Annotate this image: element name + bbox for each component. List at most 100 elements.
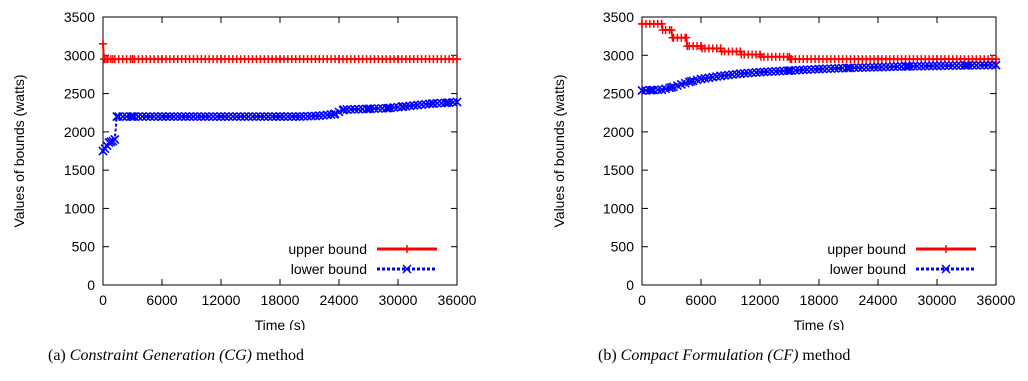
data-point [948,61,958,71]
data-point [444,98,454,108]
data-point [924,61,934,71]
data-point [920,61,930,71]
data-point [932,61,942,71]
data-point [126,112,136,122]
data-point [217,55,225,64]
data-point [873,62,883,72]
legend-label: lower bound [830,261,906,277]
data-point [649,85,659,95]
data-point [751,67,761,77]
y-tick-label: 3500 [603,9,634,25]
x-axis-label: Time (s) [255,317,306,330]
data-point [240,112,250,122]
data-point [743,68,753,78]
data-point [427,98,437,109]
y-axis-label: Values of bounds (watts) [551,74,567,227]
data-point [822,64,832,74]
data-point [373,103,383,114]
legend-marker [402,264,412,274]
data-point [192,112,202,122]
data-point [843,63,854,73]
data-point [668,33,677,42]
data-point [763,67,773,77]
series-upper-bound [99,39,461,64]
data-point [739,68,749,78]
series-line [642,22,996,61]
data-point [952,61,962,71]
data-point [363,104,374,114]
y-tick-label: 1000 [603,200,634,216]
data-point [350,104,360,114]
x-tick-label: 24000 [859,292,898,308]
y-axis-label: Values of bounds (watts) [11,74,27,227]
data-point [877,62,887,72]
x-tick-label: 18000 [800,292,839,308]
data-point [303,111,313,121]
y-tick-label: 2000 [64,124,95,140]
data-point [889,62,899,72]
data-point [204,112,214,122]
data-point [682,33,691,42]
data-point [647,85,657,95]
data-point [916,61,926,71]
data-point [453,55,461,64]
data-point [128,55,137,64]
legend-label: upper bound [288,241,367,257]
data-point [961,60,972,70]
data-point [960,60,970,70]
data-point [686,76,696,86]
data-point [362,104,372,114]
data-point [975,60,985,70]
data-point [991,60,1001,70]
data-point [857,63,867,73]
data-point [279,112,289,122]
data-point [236,112,246,122]
data-point [173,112,183,122]
data-point [287,112,297,122]
data-point [114,112,124,122]
data-point [283,112,293,122]
legend-label: upper bound [827,241,906,257]
data-point [786,55,795,64]
data-point [983,60,993,70]
data-point [893,62,903,72]
data-point [638,19,646,28]
data-point [658,26,667,35]
x-tick-label: 18000 [261,292,300,308]
data-point [108,55,117,64]
legend: upper bound lower bound [288,241,437,277]
data-point [755,67,765,77]
data-point [737,50,746,59]
data-point [717,47,726,56]
y-tick-label: 2500 [64,86,95,102]
data-point [657,19,666,28]
data-point [149,112,159,122]
data-point [834,63,844,73]
legend-label: lower bound [291,261,367,277]
data-point [228,112,238,122]
data-point [110,134,120,145]
data-point [784,66,795,76]
x-tick-label: 30000 [379,292,418,308]
data-point [806,64,816,75]
data-point [826,64,836,74]
data-point [666,82,677,92]
data-point [381,103,391,113]
chart-b: 0 500 1000 1500 2000 2500 3000 3500 0 6000 12000 18… [551,9,1016,330]
data-point [904,61,914,71]
x-tick-label: 12000 [741,292,780,308]
data-point [756,52,765,61]
data-point [683,42,692,51]
data-point [775,66,785,76]
data-point [452,97,462,107]
legend-marker [942,245,950,253]
y-tick-label: 1000 [64,200,95,216]
data-point [251,112,261,122]
data-point [165,112,175,122]
data-point [901,61,911,71]
data-point [735,69,745,79]
data-point [798,65,808,75]
data-point [169,112,179,122]
data-point [329,109,339,119]
data-point [637,85,647,96]
